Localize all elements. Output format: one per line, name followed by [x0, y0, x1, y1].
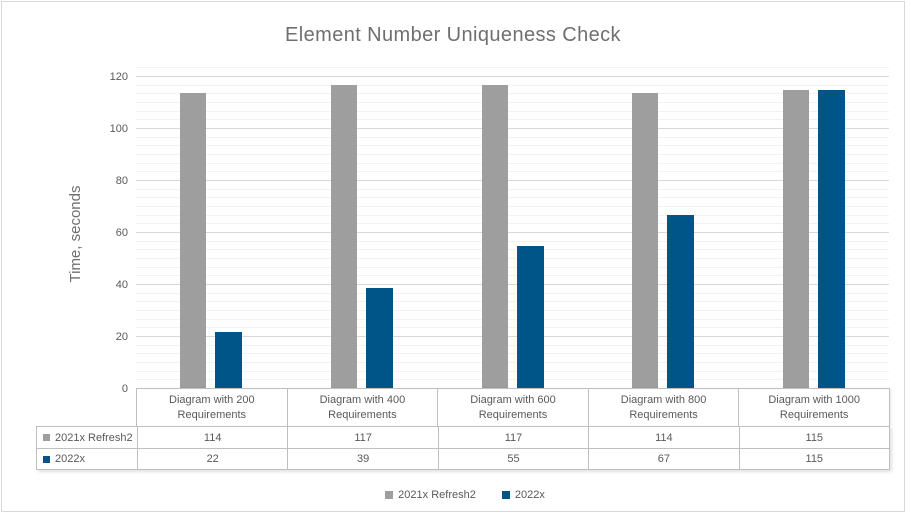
legend-label: 2021x Refresh2: [398, 489, 476, 501]
table-category-header: Diagram with 400 Requirements: [286, 389, 438, 426]
gridline-major: [136, 128, 889, 129]
gridline-minor: [136, 206, 889, 207]
table-value-cell: 115: [738, 427, 889, 448]
gridline-minor: [136, 275, 889, 277]
gridline-minor: [136, 154, 889, 155]
gridline-minor: [136, 119, 889, 121]
gridline-major: [136, 76, 889, 77]
gridline-minor: [136, 110, 889, 112]
gridline-major: [136, 180, 889, 181]
chart-legend: 2021x Refresh2 2022x: [2, 489, 904, 501]
y-tick-label: 120: [109, 71, 128, 83]
table-value-cell: 39: [287, 448, 438, 469]
series-name: 2022x: [55, 453, 85, 465]
legend-key-swatch: [501, 491, 510, 499]
gridline-minor: [136, 258, 889, 259]
gridline-minor: [136, 249, 889, 251]
gridline-minor: [136, 93, 889, 95]
gridline-minor: [136, 310, 889, 311]
gridline-minor: [136, 171, 889, 173]
gridline-minor: [136, 344, 889, 346]
table-category-header: Diagram with 800 Requirements: [587, 389, 739, 426]
y-tick-label: 20: [115, 331, 128, 343]
bar: [632, 92, 659, 389]
table-category-header: Diagram with 200 Requirements: [169, 393, 255, 421]
bar: [365, 287, 393, 389]
gridline-minor: [136, 266, 889, 268]
gridline-minor: [136, 102, 889, 103]
gridline-minor: [136, 84, 889, 86]
y-tick-label: 0: [121, 383, 128, 395]
bar: [481, 84, 508, 389]
table-category-header: Diagram with 1000 Requirements: [738, 389, 889, 426]
y-tick-label: 80: [115, 175, 128, 187]
gridline-minor: [136, 240, 889, 242]
bar: [215, 331, 243, 389]
table-value-cell: 117: [437, 427, 588, 448]
gridline-minor: [136, 145, 889, 147]
bar: [330, 84, 357, 389]
y-tick-label: 100: [109, 123, 128, 135]
gridline-minor: [136, 136, 889, 138]
table-series-label: 2022x: [37, 448, 137, 469]
gridline-minor: [136, 318, 889, 320]
table-value-cell: 67: [588, 448, 739, 469]
gridline-minor: [136, 162, 889, 164]
legend-key-swatch: [385, 491, 394, 499]
table-value-cell: 22: [137, 448, 288, 469]
gridline-minor: [136, 379, 889, 381]
table-value-cell: 55: [437, 448, 589, 469]
gridline-minor: [136, 327, 889, 329]
y-tick-label: 60: [115, 227, 128, 239]
bar: [516, 246, 544, 389]
bar: [782, 90, 809, 389]
gridline-major: [136, 232, 889, 233]
data-table-body: 2021x Refresh2 114 117 117 114 115 2022x 22 39 55…: [36, 426, 890, 470]
series-color-marker: [43, 434, 50, 441]
gridline-minor: [136, 67, 889, 69]
table-series-label: 2021x Refresh2: [37, 427, 137, 448]
y-tick-label: 40: [115, 279, 128, 291]
table-value-cell: 117: [287, 427, 437, 448]
gridline-major: [136, 336, 889, 337]
chart-title: Element Number Uniqueness Check: [285, 24, 621, 46]
bar: [180, 92, 207, 389]
gridline-minor: [136, 223, 889, 225]
table-category-header: Diagram with 600 Requirements: [437, 389, 588, 426]
table-value-cell: 114: [137, 427, 287, 448]
gridline-minor: [136, 292, 889, 294]
bar: [817, 90, 845, 389]
gridline-minor: [136, 370, 889, 372]
gridline-minor: [136, 188, 889, 190]
series-name: 2021x Refresh2: [55, 431, 133, 444]
series-color-marker: [43, 455, 50, 463]
data-table-header-row: Diagram with 200 Requirements Diagram wit…: [136, 388, 890, 427]
legend-item: 2022x: [501, 489, 545, 501]
gridline-minor: [136, 197, 889, 199]
legend-label: 2022x: [514, 489, 545, 501]
chart-frame: Element Number Uniqueness Check Time, se…: [1, 1, 905, 512]
y-axis-title: Time, seconds: [67, 185, 84, 283]
legend-item: 2021x Refresh2: [385, 489, 476, 501]
bar: [667, 214, 695, 389]
gridline-minor: [136, 214, 889, 216]
gridline-minor: [136, 362, 889, 363]
plot-area: [136, 67, 889, 389]
table-value-cell: 115: [738, 448, 889, 469]
gridline-major: [136, 284, 889, 285]
gridline-minor: [136, 353, 889, 355]
table-value-cell: 114: [588, 427, 738, 448]
gridline-minor: [136, 301, 889, 303]
